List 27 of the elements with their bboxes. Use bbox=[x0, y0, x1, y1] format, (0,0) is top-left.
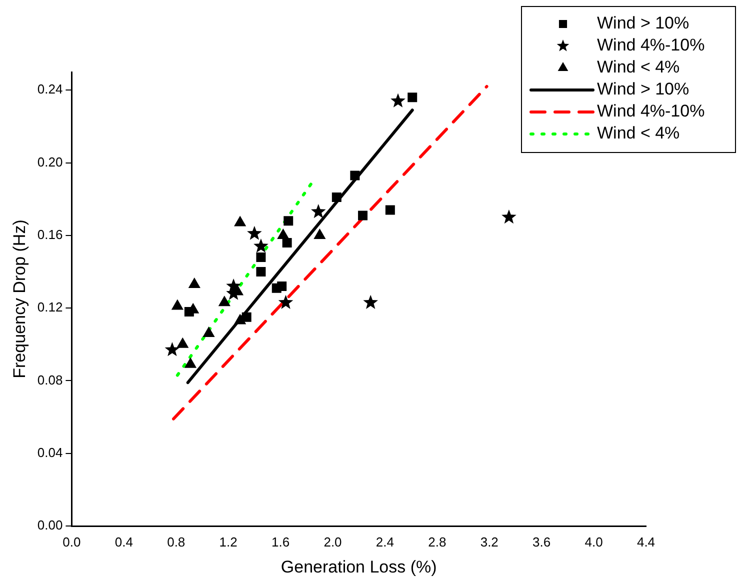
y-tick-label: 0.12 bbox=[37, 300, 63, 315]
y-tick-label: 0.08 bbox=[37, 372, 63, 388]
x-tick-label: 1.6 bbox=[272, 534, 290, 550]
y-tick-label: 0.24 bbox=[37, 82, 63, 97]
y-tick-label: 0.16 bbox=[37, 227, 63, 242]
y-axis-title: Frequency Drop (Hz) bbox=[10, 220, 29, 378]
x-tick-label: 3.6 bbox=[532, 534, 551, 550]
x-tick-label: 0.4 bbox=[114, 534, 133, 550]
x-tick-label: 2.4 bbox=[376, 534, 394, 550]
legend-label: Wind 4%-10% bbox=[597, 36, 705, 55]
x-tick-label: 0.0 bbox=[62, 534, 81, 550]
legend-label: Wind > 10% bbox=[597, 80, 690, 99]
x-tick-label: 4.0 bbox=[584, 534, 603, 550]
x-axis-title: Generation Loss (%) bbox=[280, 557, 437, 576]
x-tick-label: 4.4 bbox=[636, 534, 656, 550]
legend-label: Wind > 10% bbox=[597, 14, 690, 33]
legend-label: Wind 4%-10% bbox=[597, 102, 705, 121]
y-tick-label: 0.20 bbox=[37, 154, 63, 170]
x-tick-label: 2.0 bbox=[324, 534, 342, 550]
legend-label: Wind < 4% bbox=[597, 58, 680, 77]
y-tick-label: 0.04 bbox=[37, 444, 63, 460]
x-tick-label: 0.8 bbox=[167, 534, 186, 550]
legend-label: Wind < 4% bbox=[597, 124, 680, 143]
y-tick-label: 0.00 bbox=[37, 518, 63, 533]
x-tick-label: 3.2 bbox=[480, 534, 498, 550]
x-tick-label: 2.8 bbox=[428, 534, 446, 550]
x-tick-label: 1.2 bbox=[219, 534, 238, 550]
